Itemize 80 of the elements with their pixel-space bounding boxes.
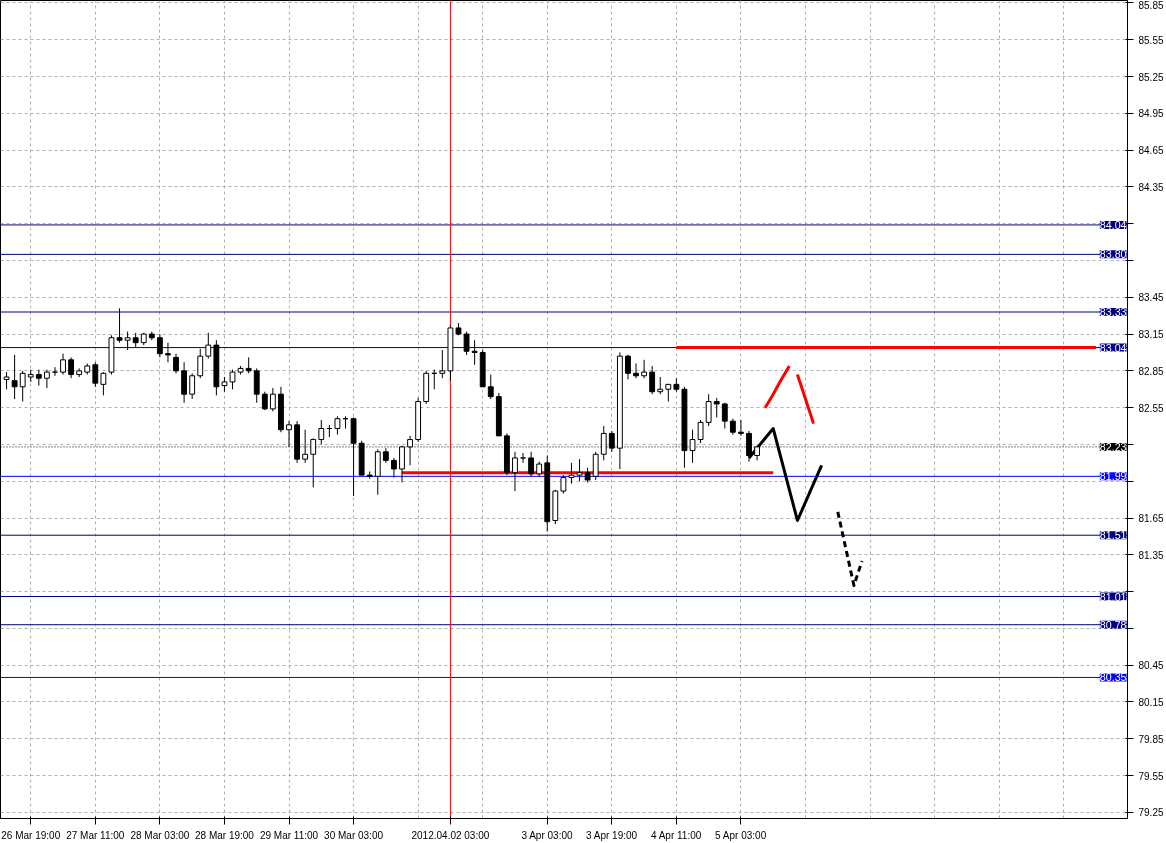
candlestick [439,349,446,379]
candlestick [528,451,535,477]
candlestick [229,369,236,390]
candlestick [11,354,18,400]
candlestick [318,419,325,445]
y-tick-label: 79.85 [1138,733,1164,745]
line-series [763,364,791,410]
x-tick-label: 2012.04.02 03:00 [411,829,490,841]
candlestick [269,387,276,412]
x-tick-label: 30 Mar 03:00 [324,829,384,841]
candlestick [43,369,50,389]
y-tick-label: 82.85 [1138,365,1164,377]
x-tick-label: 27 Mar 11:00 [66,829,125,841]
candlestick [92,361,99,388]
x-tick-label: 5 Apr 03:00 [715,829,767,841]
ref-line-label: 81.99 [1099,470,1127,483]
candlestick [165,342,171,363]
candlestick [568,462,575,485]
candlestick [19,370,26,403]
ref-line-label: 84.04 [1099,218,1127,231]
candlestick [592,451,599,481]
y-tick-label: 79.25 [1138,807,1164,819]
candlestick [68,356,75,379]
x-tick-label: 28 Mar 03:00 [130,829,190,841]
candlestick [463,331,470,356]
candlestick [124,331,131,351]
y-tick-label: 85.55 [1138,34,1164,46]
ref-line-label: 81.01 [1099,590,1127,603]
candlestick [100,371,107,396]
candlestick [253,367,260,404]
y-tick-label: 84.65 [1138,145,1164,157]
x-tick-label: 29 Mar 11:00 [259,829,319,841]
ref-line-label: 80.35 [1099,671,1127,684]
ref-line-label: 83.04 [1099,341,1127,354]
y-tick-label: 85.25 [1138,71,1164,83]
candlestick [625,354,631,380]
y-tick-label: 79.55 [1138,770,1164,782]
candlestick [189,372,196,400]
candlestick [697,419,704,444]
y-tick-label: 81.65 [1138,513,1164,525]
candlestick [649,365,656,395]
candlestick [197,348,204,379]
candlestick [181,361,188,404]
candlestick [721,402,728,430]
y-tick-label: 80.45 [1138,660,1164,672]
candlestick [560,474,567,495]
x-tick-label: 4 Apr 11:00 [650,829,702,841]
x-tick-label: 3 Apr 19:00 [585,829,638,841]
candlestick [641,359,648,379]
ref-line-label: 83.80 [1099,248,1127,261]
candlestick [512,451,518,492]
y-tick-label: 83.45 [1138,292,1164,304]
candlestick [633,363,639,379]
candlestick [156,333,163,358]
x-tick-label: 28 Mar 19:00 [194,829,255,841]
ref-line-label: 81.51 [1099,529,1127,542]
candlestick [60,353,66,376]
y-tick-label: 82.55 [1138,402,1164,414]
y-tick-label: 83.15 [1138,329,1164,341]
candlestick [334,415,341,436]
ref-line-label: 83.33 [1099,306,1127,318]
ref-line-label: 80.78 [1099,618,1127,631]
ref-line-label: 82.23 [1099,440,1127,453]
line-series [836,510,864,587]
candlestick [487,374,494,400]
x-tick-label: 3 Apr 03:00 [521,829,573,841]
y-tick-label: 84.35 [1138,181,1164,193]
candlestick [173,353,179,374]
candlestick [738,419,744,437]
candlestick [205,332,212,360]
candlestick [391,457,397,479]
y-tick-label: 81.35 [1138,549,1164,561]
y-tick-label: 80.15 [1138,696,1164,708]
y-tick-label: 84.95 [1138,108,1164,120]
x-tick-label: 26 Mar 19:00 [1,829,61,841]
candlestick [705,393,712,427]
y-tick-label: 85.85 [1138,0,1164,11]
candlestick [576,458,583,482]
candlestick [713,397,720,418]
candlestick [471,339,478,366]
